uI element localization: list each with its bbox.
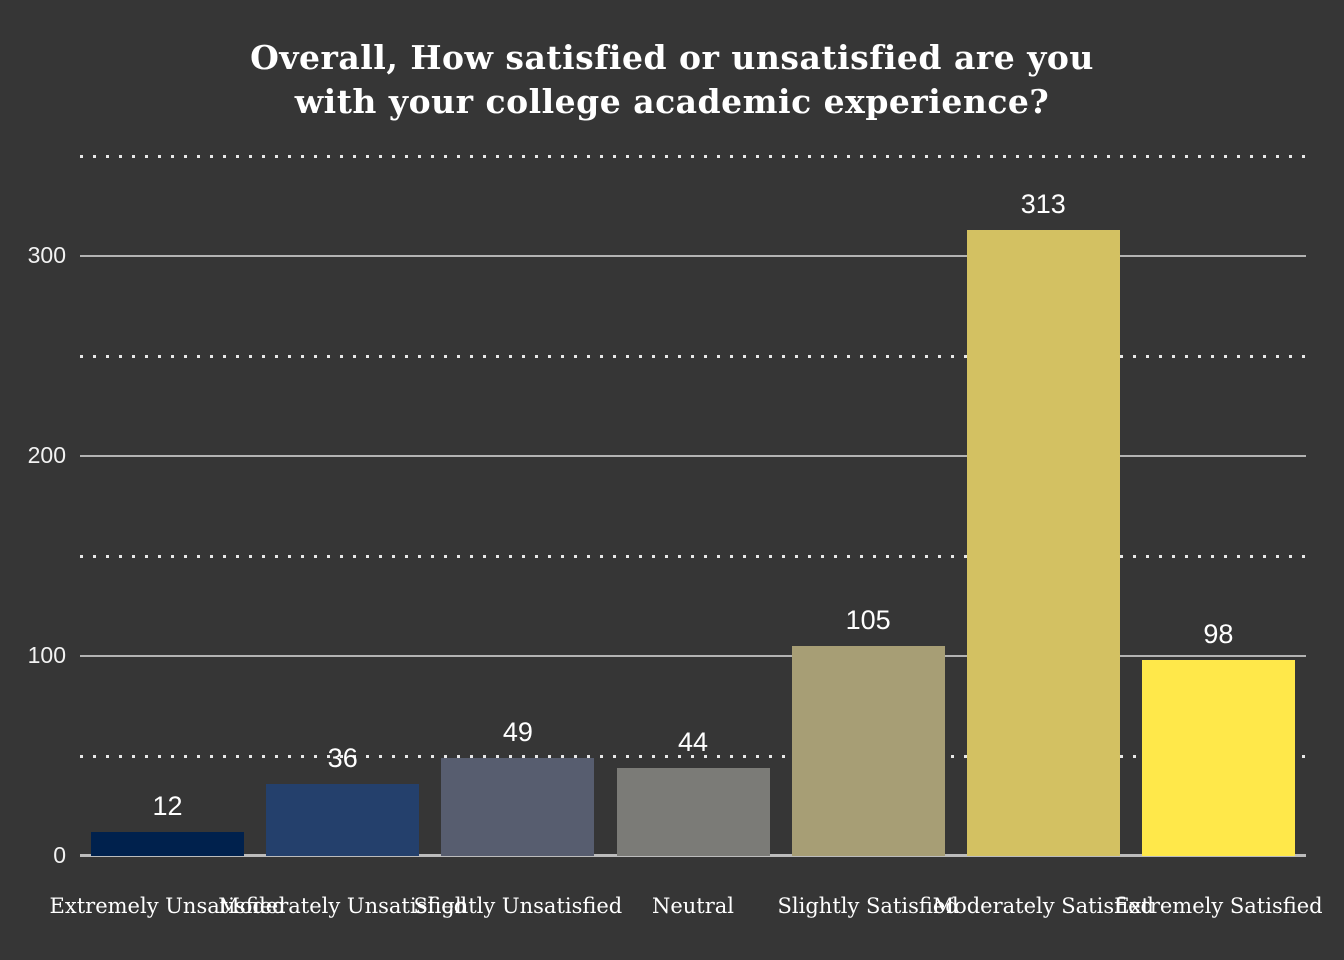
gridline-dotted-150 xyxy=(80,554,1306,558)
gridline-dotted-50 xyxy=(80,754,1306,758)
bar-value-label: 12 xyxy=(152,791,183,821)
x-axis-label-2: Moderately Unsatisfied xyxy=(218,894,468,918)
chart-title-line1: Overall, How satisfied or unsatisfied ar… xyxy=(250,38,1094,77)
bar-value-label: 36 xyxy=(327,743,358,773)
bar-value-label: 313 xyxy=(1020,189,1066,219)
x-axis-label-6: Moderately Satisfied xyxy=(932,894,1154,918)
x-axis-label-7: Extremely Satisfied xyxy=(1114,894,1323,918)
bar-extremely-unsatisfied xyxy=(91,832,245,856)
x-axis-label-4: Neutral xyxy=(651,894,735,918)
y-axis-tick-label-200: 200 xyxy=(27,442,66,468)
x-axis-label-5: Slightly Satisfied xyxy=(777,894,959,918)
plot-area: 0 100 200 300 12 Extremely Unsatisfied 36 Moder… xyxy=(28,154,1323,918)
y-axis-tick-label-300: 300 xyxy=(27,242,66,268)
y-axis-tick-label-0: 0 xyxy=(53,842,66,868)
bar-value-label: 98 xyxy=(1203,619,1234,649)
gridline-dotted-350 xyxy=(80,154,1306,158)
gridline-dotted-250 xyxy=(80,354,1306,358)
bar-value-label: 49 xyxy=(502,717,533,747)
x-axis-label-3: Slightly Unsatisfied xyxy=(413,894,623,918)
chart-title: Overall, How satisfied or unsatisfied ar… xyxy=(0,36,1344,123)
bar-value-label: 105 xyxy=(845,605,891,635)
gridline-100 xyxy=(80,655,1306,657)
bar-value-label: 44 xyxy=(677,727,709,757)
bar-moderately-unsatisfied xyxy=(266,784,420,856)
bar-neutral xyxy=(616,768,770,856)
bar-slightly-satisfied xyxy=(791,646,945,856)
y-axis-tick-label-100: 100 xyxy=(27,642,66,668)
gridline-200 xyxy=(80,455,1306,457)
x-axis-label-1: Extremely Unsatisfied xyxy=(49,894,286,918)
bar-slightly-unsatisfied xyxy=(441,758,595,856)
bar-moderately-satisfied xyxy=(966,230,1120,856)
bar-extremely-satisfied xyxy=(1141,660,1295,856)
gridline-300 xyxy=(80,255,1306,257)
chart-title-line2: with your college academic experience? xyxy=(294,81,1050,121)
